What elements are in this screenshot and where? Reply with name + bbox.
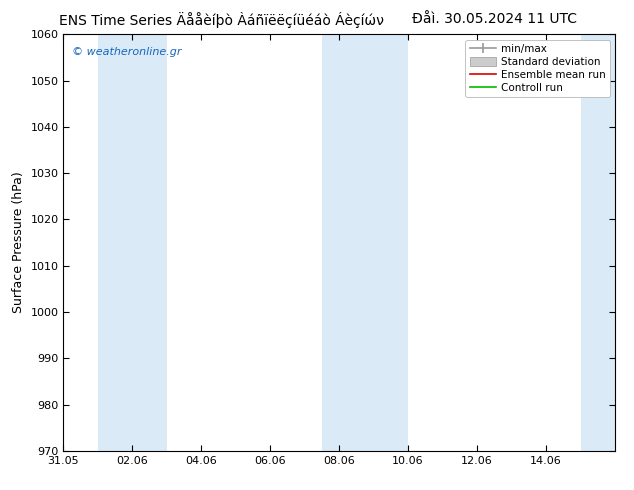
- Text: Ðåì. 30.05.2024 11 UTC: Ðåì. 30.05.2024 11 UTC: [412, 12, 577, 26]
- Bar: [98, 34, 167, 451]
- Text: © weatheronline.gr: © weatheronline.gr: [72, 47, 181, 57]
- Y-axis label: Surface Pressure (hPa): Surface Pressure (hPa): [12, 172, 25, 314]
- Text: ENS Time Series Äååèíþò Àáñïëëçíüéáò Áèçíών: ENS Time Series Äååèíþò Àáñïëëçíüéáò Áèç…: [60, 12, 384, 28]
- Legend: min/max, Standard deviation, Ensemble mean run, Controll run: min/max, Standard deviation, Ensemble me…: [465, 40, 610, 97]
- Bar: [581, 34, 615, 451]
- Bar: [322, 34, 408, 451]
